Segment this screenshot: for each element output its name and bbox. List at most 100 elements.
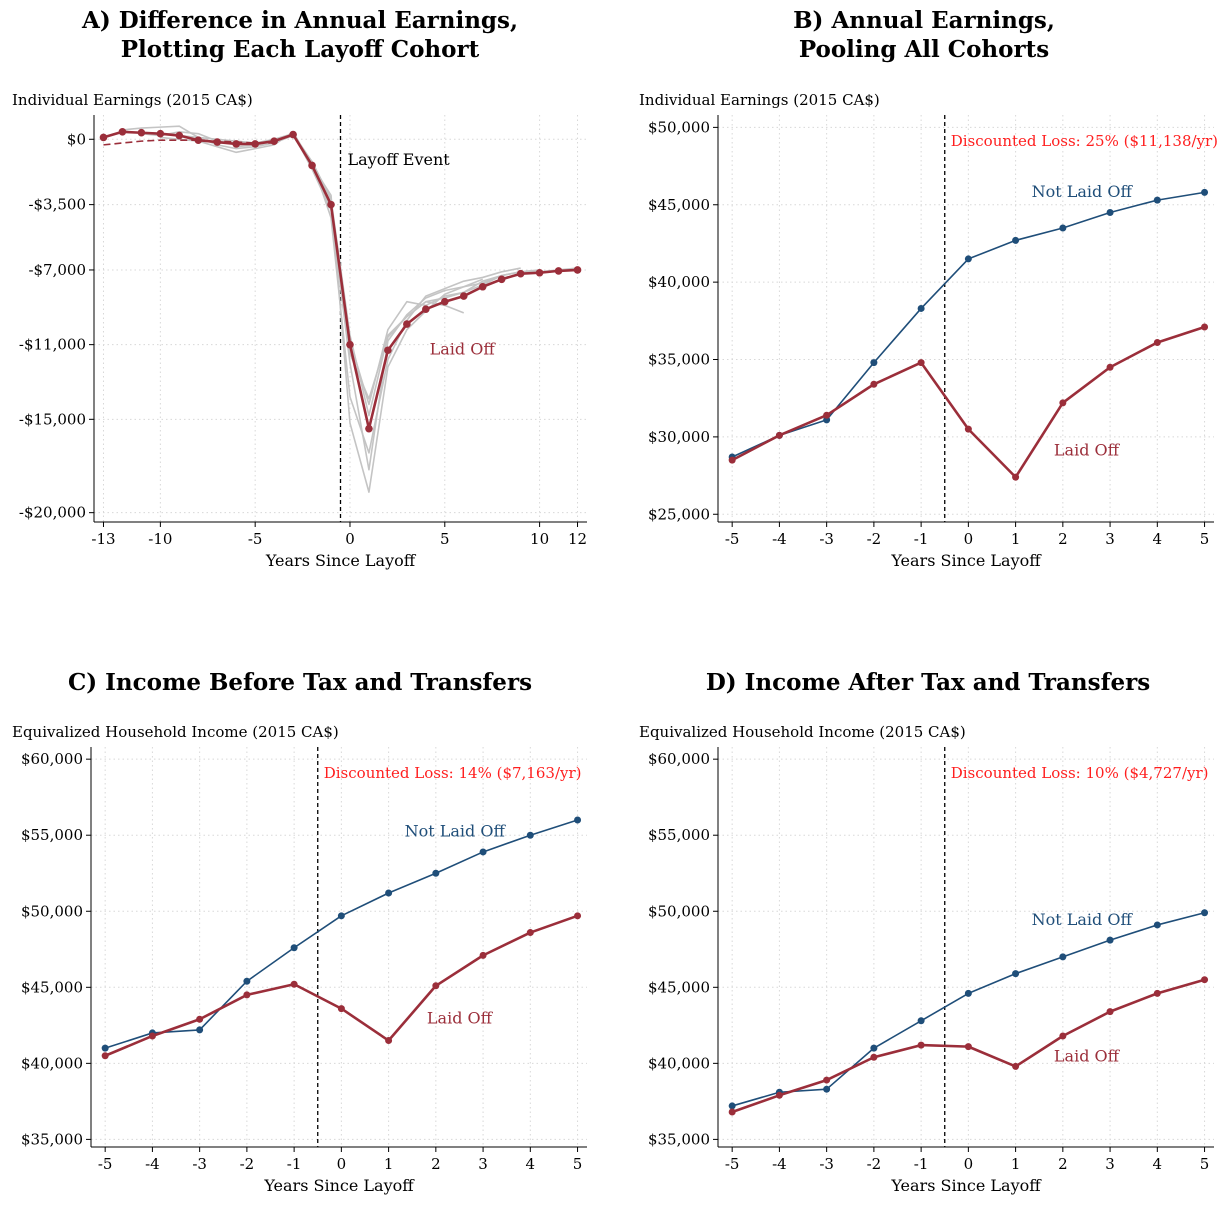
- panel-a-laid-off-point: [118, 128, 127, 136]
- panel-b-x-axis-title: Years Since Layoff: [890, 551, 1042, 570]
- panel-d-y-tick-label: $40,000: [648, 1054, 710, 1072]
- panel-d-x-tick-label: -3: [819, 1155, 834, 1173]
- panel-b-laid-off-point: [728, 456, 736, 464]
- panel-c-x-tick-label: 5: [573, 1155, 583, 1173]
- panel-a-cohort-line: [122, 125, 465, 417]
- panel-b-laid-off-point: [1012, 473, 1020, 481]
- panel-b-not-laid-off-point: [964, 255, 972, 263]
- panel-c-x-tick-label: 1: [384, 1155, 394, 1173]
- panel-a-laid-off-point: [403, 320, 411, 328]
- panel-b-laid-off-point: [1059, 399, 1067, 407]
- panel-a-laid-off-point: [213, 138, 222, 146]
- panel-d-not-laid-off-point: [1106, 936, 1114, 944]
- panel-d-x-tick-label: -2: [867, 1155, 882, 1173]
- panel-a-layoff-event-label: Layoff Event: [348, 150, 451, 169]
- panel-d-x-tick-label: -1: [914, 1155, 929, 1173]
- panel-c-x-tick-label: 0: [337, 1155, 347, 1173]
- panel-b-x-tick-label: -1: [914, 530, 929, 548]
- panel-b-discounted-loss-label: Discounted Loss: 25% ($11,138/yr): [951, 132, 1218, 150]
- panel-d-laid-off-point: [1153, 989, 1161, 997]
- panel-a-laid-off-point: [346, 340, 354, 349]
- panel-a-y-tick-label: -$20,000: [19, 504, 86, 522]
- panel-b-x-tick-label: 1: [1011, 530, 1021, 548]
- panel-d-not-laid-off-point: [1012, 970, 1020, 978]
- panel-a-title: A) Difference in Annual Earnings, Plotti…: [40, 6, 560, 64]
- panel-b-x-tick-label: -2: [867, 530, 882, 548]
- panel-d-laid-off-point: [917, 1041, 925, 1049]
- panel-d-laid-off-point: [1012, 1062, 1020, 1070]
- panel-b-not-laid-off-point: [1201, 188, 1209, 196]
- panel-d-y-tick-label: $45,000: [648, 978, 710, 996]
- panel-a-laid-off-point: [440, 297, 449, 306]
- panel-a-y-axis-title: Individual Earnings (2015 CA$): [12, 91, 253, 109]
- panel-a-title-line2: Plotting Each Layoff Cohort: [120, 36, 480, 63]
- panel-a-laid-off-point: [516, 269, 525, 278]
- panel-b-laid-off-point: [1201, 323, 1209, 331]
- panel-b-x-tick-label: 5: [1200, 530, 1210, 548]
- panel-d-laid-off-point: [964, 1043, 972, 1051]
- panel-a-cohort-line: [236, 132, 578, 400]
- panel-c-x-tick-label: -4: [145, 1155, 160, 1173]
- panel-c-y-tick-label: $40,000: [21, 1054, 83, 1072]
- panel-b-y-tick-label: $50,000: [648, 118, 710, 136]
- panel-a-x-tick-label: -5: [248, 530, 263, 548]
- panel-d-x-tick-label: 2: [1058, 1155, 1068, 1173]
- panel-d-laid-off-point: [1106, 1008, 1114, 1016]
- panel-c-not-laid-off-point: [243, 977, 251, 985]
- panel-c-x-tick-label: 2: [431, 1155, 441, 1173]
- panel-a-laid-off-point: [137, 128, 146, 137]
- panel-b-y-tick-label: $25,000: [648, 505, 710, 523]
- panel-b-y-tick-label: $45,000: [648, 196, 710, 214]
- panel-d-chart: $35,000 $40,000 $45,000 $50,000 $55,000 $60,0…: [648, 747, 1214, 1195]
- panel-c-laid-off-point: [574, 912, 582, 920]
- panel-c-laid-off-point: [243, 991, 251, 999]
- panel-c-laid-off-point: [385, 1037, 393, 1045]
- panel-d-not-laid-off-point: [964, 989, 972, 997]
- panel-d-x-tick-label: 1: [1011, 1155, 1021, 1173]
- panel-b-laid-off-point: [917, 359, 925, 367]
- panel-b-chart: $25,000 $30,000 $35,000 $40,000 $45,000 $50,0…: [648, 115, 1218, 570]
- panel-b-not-laid-off-point: [1153, 196, 1161, 204]
- panel-c-y-tick-label: $55,000: [21, 826, 83, 844]
- panel-c-y-axis-title: Equivalized Household Income (2015 CA$): [12, 723, 339, 741]
- panel-c-x-tick-label: 4: [526, 1155, 536, 1173]
- panel-c-title-line1: C) Income Before Tax and Transfers: [67, 669, 533, 696]
- panel-b-not-laid-off-point: [1059, 224, 1067, 232]
- panel-b-laid-off-point: [823, 411, 831, 419]
- panel-b-y-tick-label: $30,000: [648, 428, 710, 446]
- panel-d-laid-off-point: [728, 1108, 736, 1116]
- panel-d-x-tick-label: 5: [1200, 1155, 1210, 1173]
- panel-a-laid-off-point: [232, 140, 241, 148]
- panel-d-title-line1: D) Income After Tax and Transfers: [705, 669, 1151, 696]
- panel-a-laid-off-point: [175, 131, 184, 140]
- panel-d-not-laid-off-point: [870, 1044, 878, 1052]
- panel-d-laid-off-label: Laid Off: [1054, 1047, 1121, 1066]
- panel-b-x-tick-label: -3: [819, 530, 834, 548]
- panel-b-title-line2: Pooling All Cohorts: [798, 36, 1050, 63]
- panel-c-laid-off-point: [479, 951, 487, 959]
- panel-a-y-tick-label: -$3,500: [28, 196, 86, 214]
- panel-c-laid-off-point: [290, 980, 298, 988]
- panel-c-discounted-loss-label: Discounted Loss: 14% ($7,163/yr): [324, 764, 582, 782]
- panel-d-y-tick-label: $60,000: [648, 750, 710, 768]
- panel-b-laid-off-point: [964, 425, 972, 433]
- panel-a-laid-off-point: [497, 275, 506, 284]
- panel-c-not-laid-off-point: [290, 944, 298, 952]
- panel-a-x-tick-label: -13: [91, 530, 115, 548]
- panel-d-laid-off-point: [1201, 976, 1209, 984]
- panel-a-laid-off-point: [554, 267, 563, 275]
- panel-a-x-tick-label: 0: [345, 530, 355, 548]
- panel-c-x-tick-label: -1: [287, 1155, 302, 1173]
- panel-d-not-laid-off-point: [1059, 953, 1067, 961]
- panel-d-x-tick-label: -5: [725, 1155, 740, 1173]
- panel-a-laid-off-label: Laid Off: [430, 339, 497, 358]
- panel-a-laid-off-point: [365, 424, 373, 433]
- panel-d-not-laid-off-label: Not Laid Off: [1032, 910, 1134, 929]
- panel-a-laid-off-point: [156, 129, 165, 138]
- panel-a-laid-off-point: [573, 266, 582, 274]
- panel-c-x-axis-title: Years Since Layoff: [263, 1176, 415, 1195]
- panel-d-y-tick-label: $55,000: [648, 826, 710, 844]
- panel-b-x-tick-label: 4: [1153, 530, 1163, 548]
- panel-c-x-tick-label: 3: [478, 1155, 488, 1173]
- panel-b-x-tick-label: 2: [1058, 530, 1068, 548]
